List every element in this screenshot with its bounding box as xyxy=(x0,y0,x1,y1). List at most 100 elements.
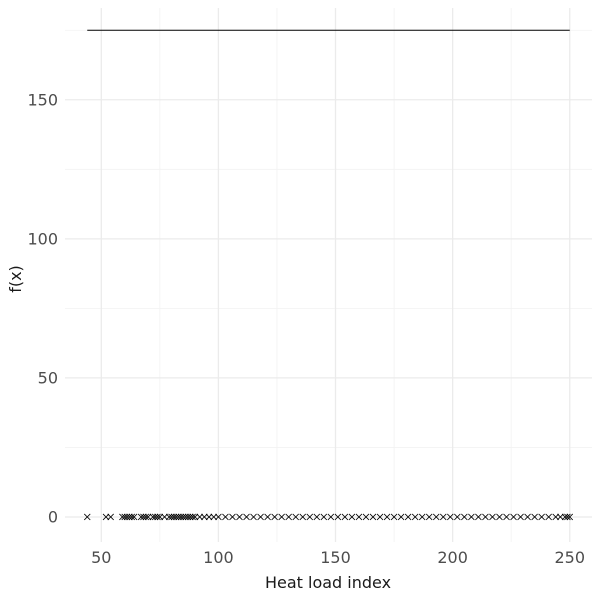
data-point xyxy=(369,513,377,521)
data-point xyxy=(83,513,91,521)
data-point xyxy=(566,513,574,521)
data-point xyxy=(102,513,110,521)
data-point xyxy=(425,513,433,521)
data-point xyxy=(144,513,152,521)
minor-gridlines xyxy=(65,8,592,542)
data-point xyxy=(355,513,363,521)
data-point xyxy=(154,513,161,521)
data-point xyxy=(313,513,321,521)
data-point xyxy=(524,513,531,521)
data-point xyxy=(130,513,138,521)
major-gridlines xyxy=(65,8,592,542)
data-point xyxy=(461,513,468,521)
data-point xyxy=(383,513,391,521)
data-point xyxy=(475,513,482,521)
data-point xyxy=(165,513,173,521)
data-point xyxy=(411,513,419,521)
x-tick-label: 100 xyxy=(203,548,234,567)
x-tick-label: 150 xyxy=(320,548,351,567)
data-point xyxy=(257,513,264,521)
data-point xyxy=(557,513,564,521)
data-point xyxy=(243,513,250,521)
x-axis-ticks: 50 100 150 200 250 xyxy=(91,548,585,567)
data-point xyxy=(552,513,559,521)
data-point xyxy=(170,513,178,521)
x-tick-label: 50 xyxy=(91,548,111,567)
y-tick-label: 150 xyxy=(27,90,58,109)
data-point xyxy=(439,513,447,521)
data-point xyxy=(128,513,136,521)
x-axis-title: Heat load index xyxy=(265,573,391,592)
data-point xyxy=(137,513,145,521)
data-point xyxy=(348,513,356,521)
data-point xyxy=(320,513,328,521)
data-point xyxy=(168,513,175,521)
data-point xyxy=(179,513,187,521)
y-axis-ticks: 0 50 100 150 xyxy=(27,90,58,526)
data-point xyxy=(215,513,222,521)
x-tick-label: 250 xyxy=(554,548,585,567)
data-point xyxy=(149,513,157,521)
data-point xyxy=(561,513,569,521)
data-point xyxy=(468,513,475,521)
data-point xyxy=(210,513,218,521)
data-point xyxy=(545,513,552,521)
data-point xyxy=(390,513,398,521)
data-point xyxy=(503,513,510,521)
data-point xyxy=(107,513,114,521)
data-point xyxy=(175,513,182,521)
data-point xyxy=(285,513,292,521)
data-point xyxy=(341,513,349,521)
data-point xyxy=(126,513,133,521)
y-axis-title: f(x) xyxy=(6,265,25,293)
data-point xyxy=(376,513,384,521)
data-point xyxy=(404,513,412,521)
data-point xyxy=(299,513,307,521)
data-point xyxy=(191,513,199,521)
data-point xyxy=(201,513,208,521)
data-point xyxy=(161,513,168,521)
data-point xyxy=(229,513,236,521)
x-tick-label: 200 xyxy=(437,548,468,567)
data-point xyxy=(236,513,243,521)
data-point xyxy=(121,513,129,521)
data-point xyxy=(177,513,185,521)
data-point xyxy=(454,513,461,521)
data-point xyxy=(327,513,335,521)
data-point xyxy=(271,513,278,521)
data-point xyxy=(187,513,194,521)
data-point xyxy=(156,513,164,521)
y-tick-label: 0 xyxy=(48,507,58,526)
data-point xyxy=(142,513,150,521)
data-point xyxy=(196,513,203,521)
data-point xyxy=(189,513,196,521)
data-point xyxy=(123,513,131,521)
data-point xyxy=(151,513,159,521)
data-point xyxy=(182,513,189,521)
data-point xyxy=(362,513,370,521)
data-point xyxy=(517,513,524,521)
data-point xyxy=(482,513,489,521)
data-points xyxy=(83,513,574,521)
data-point xyxy=(172,513,180,521)
data-point xyxy=(489,513,496,521)
data-point xyxy=(496,513,503,521)
data-point xyxy=(538,513,545,521)
data-point xyxy=(432,513,440,521)
data-point xyxy=(222,513,229,521)
data-point xyxy=(140,513,147,521)
data-point xyxy=(531,513,538,521)
data-point xyxy=(510,513,517,521)
data-point xyxy=(306,513,314,521)
data-point xyxy=(447,513,454,521)
data-point xyxy=(334,513,342,521)
data-point xyxy=(264,513,271,521)
data-point xyxy=(184,513,192,521)
data-point xyxy=(119,513,126,521)
data-point xyxy=(418,513,426,521)
data-point xyxy=(397,513,405,521)
data-point xyxy=(292,513,299,521)
y-tick-label: 100 xyxy=(27,229,58,248)
